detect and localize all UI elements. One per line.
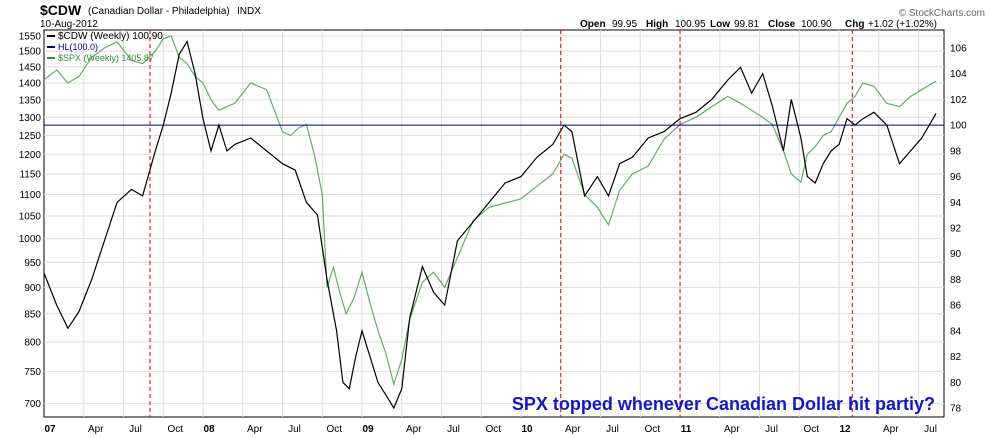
x-tick-label: 08 — [203, 424, 215, 435]
left-tick-label: 1450 — [19, 62, 42, 73]
x-tick-label: Jul — [924, 424, 937, 435]
open-label: Open — [580, 19, 606, 30]
right-tick-label: 94 — [950, 198, 962, 209]
right-tick-label: 104 — [950, 69, 967, 80]
right-axis: 78 80 82 84 86 88 90 92 94 96 98 100 102 104 106 — [950, 44, 967, 415]
left-tick-label: 1400 — [19, 79, 42, 90]
x-tick-label: Oct — [326, 424, 342, 435]
x-tick-label: Jul — [765, 424, 778, 435]
x-tick-label: Apr — [88, 424, 104, 435]
right-tick-label: 106 — [950, 44, 967, 55]
x-tick-label: Oct — [804, 424, 820, 435]
x-tick-label: Apr — [724, 424, 740, 435]
symbol-title: $CDW — [40, 2, 82, 18]
left-tick-label: 1350 — [19, 95, 42, 106]
x-tick-label: Jul — [606, 424, 619, 435]
x-tick-label: 11 — [681, 424, 692, 435]
right-tick-label: 98 — [950, 146, 962, 157]
right-tick-label: 86 — [950, 301, 962, 312]
x-tick-label: 12 — [839, 424, 851, 435]
series-spx-line — [43, 35, 937, 387]
right-tick-label: 82 — [950, 352, 962, 363]
x-axis: 07 Apr Jul Oct 08 Apr Jul Oct 09 Apr Jul Oct 10 Apr Ju… — [44, 424, 937, 435]
x-tick-label: Jul — [288, 424, 301, 435]
left-tick-label: 1000 — [19, 234, 42, 245]
x-tick-label: 07 — [44, 424, 56, 435]
legend-cdw: $CDW (Weekly) 100.90 — [58, 31, 163, 42]
left-tick-label: 1050 — [19, 212, 42, 223]
symbol-name: (Canadian Dollar - Philadelphia) — [88, 6, 230, 17]
x-tick-label: Oct — [645, 424, 661, 435]
gridlines — [44, 30, 944, 417]
legend-hl: HL(100.0) — [58, 42, 98, 52]
left-tick-label: 800 — [24, 337, 41, 348]
left-tick-label: 750 — [24, 367, 41, 378]
close-label: Close — [768, 19, 796, 30]
left-tick-label: 1100 — [19, 190, 41, 201]
left-tick-label: 1550 — [19, 31, 42, 42]
x-tick-label: 10 — [521, 424, 533, 435]
x-tick-label: Jul — [129, 424, 142, 435]
left-tick-label: 900 — [24, 283, 41, 294]
right-tick-label: 100 — [950, 121, 967, 132]
right-tick-label: 92 — [950, 224, 962, 235]
open-value: 99.95 — [612, 19, 637, 30]
left-tick-label: 1200 — [19, 150, 42, 161]
right-tick-label: 102 — [950, 95, 967, 106]
left-tick-label: 1500 — [19, 47, 42, 58]
left-axis: 700 750 800 850 900 950 1000 1050 1100 1150 1200 12… — [19, 31, 42, 410]
legend: $CDW (Weekly) 100.90 HL(100.0) $SPX (Wee… — [47, 31, 163, 63]
x-tick-label: Apr — [247, 424, 263, 435]
right-tick-label: 80 — [950, 378, 962, 389]
low-value: 99.81 — [734, 19, 759, 30]
marker-layer — [44, 30, 944, 417]
left-tick-label: 700 — [24, 399, 41, 410]
x-tick-label: Apr — [406, 424, 422, 435]
high-label: High — [646, 19, 668, 30]
low-label: Low — [710, 19, 730, 30]
legend-spx: $SPX (Weekly) 1405.87 — [58, 53, 154, 63]
date-label: 10-Aug-2012 — [40, 19, 98, 30]
x-tick-label: 09 — [362, 424, 374, 435]
branding: © StockCharts.com — [899, 8, 985, 19]
chg-label: Chg — [845, 19, 864, 30]
chg-value: +1.02 (+1.02%) — [868, 19, 937, 30]
x-tick-label: Oct — [485, 424, 501, 435]
left-tick-label: 1250 — [19, 131, 42, 142]
x-tick-label: Oct — [167, 424, 183, 435]
series-cdw-line — [43, 40, 937, 410]
right-tick-label: 88 — [950, 275, 962, 286]
annotation-text: SPX topped whenever Canadian Dollar hit … — [512, 394, 935, 414]
exchange-label: INDX — [237, 6, 261, 17]
left-tick-label: 1300 — [19, 113, 42, 124]
plot-area — [43, 29, 945, 418]
left-tick-label: 850 — [24, 309, 41, 320]
x-tick-label: Jul — [447, 424, 460, 435]
close-value: 100.90 — [801, 19, 832, 30]
right-tick-label: 90 — [950, 249, 962, 260]
left-tick-label: 1150 — [19, 169, 41, 180]
x-tick-label: Apr — [883, 424, 899, 435]
right-tick-label: 84 — [950, 326, 962, 337]
high-value: 100.95 — [675, 19, 706, 30]
right-tick-label: 96 — [950, 172, 962, 183]
ohlc-readout: Open 99.95 High 100.95 Low 99.81 Close 1… — [580, 19, 937, 30]
left-tick-label: 950 — [24, 258, 41, 269]
x-tick-label: Apr — [565, 424, 581, 435]
right-tick-label: 78 — [950, 404, 962, 415]
series-layer — [43, 35, 937, 410]
